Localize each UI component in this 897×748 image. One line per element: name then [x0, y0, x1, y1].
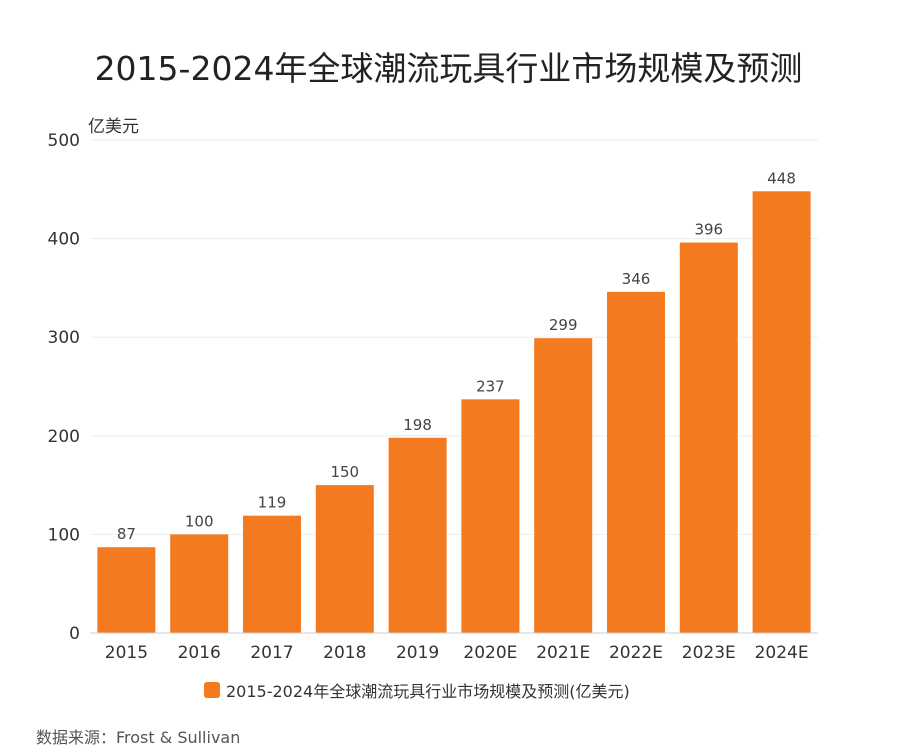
data-label: 150 [330, 463, 359, 481]
bar [315, 485, 374, 633]
bar [461, 399, 520, 633]
chart-title: 2015-2024年全球潮流玩具行业市场规模及预测 [94, 49, 803, 88]
y-axis-ticks: 0 100 200 300 400 500 [48, 131, 80, 644]
y-tick-label: 100 [48, 525, 80, 545]
bar [679, 242, 738, 633]
data-label: 448 [767, 169, 796, 187]
legend: 2015-2024年全球潮流玩具行业市场规模及预测(亿美元) [204, 678, 630, 702]
data-label: 100 [185, 512, 214, 530]
bar [170, 534, 229, 633]
y-tick-label: 0 [69, 624, 80, 644]
x-tick-label: 2019 [396, 643, 439, 663]
x-tick-label: 2024E [755, 643, 809, 663]
x-tick-label: 2023E [682, 643, 736, 663]
data-label: 237 [476, 377, 505, 395]
x-tick-label: 2020E [463, 643, 517, 663]
x-tick-label: 2021E [536, 643, 590, 663]
y-axis-unit-label: 亿美元 [88, 117, 139, 137]
x-tick-label: 2016 [178, 643, 221, 663]
data-label: 87 [117, 525, 136, 543]
y-tick-label: 400 [48, 230, 80, 250]
data-label: 396 [694, 221, 723, 239]
legend-swatch [204, 682, 220, 698]
x-tick-label: 2017 [250, 643, 293, 663]
source-note: 数据来源：Frost & Sullivan [36, 728, 241, 747]
data-label: 119 [258, 494, 287, 512]
data-label: 299 [549, 316, 578, 334]
bars [97, 191, 811, 633]
x-tick-label: 2022E [609, 643, 663, 663]
x-axis-ticks: 2015 2016 2017 2018 2019 2020E 2021E 2022E 2023E… [105, 643, 809, 663]
legend-label: 2015-2024年全球潮流玩具行业市场规模及预测(亿美元) [226, 682, 630, 701]
bar [243, 515, 301, 633]
y-tick-label: 200 [48, 427, 80, 447]
bar [388, 437, 447, 633]
y-tick-label: 300 [48, 328, 80, 348]
y-tick-label: 500 [48, 131, 80, 151]
data-label: 198 [403, 416, 432, 434]
bar [607, 291, 665, 633]
x-tick-label: 2015 [105, 643, 148, 663]
data-labels: 87 100 119 150 198 237 299 346 396 448 [117, 169, 796, 543]
bar-chart: 0 100 200 300 400 500 87 100 119 150 198 237 299 346… [48, 117, 818, 663]
bar [97, 547, 156, 633]
x-tick-label: 2018 [323, 643, 366, 663]
bar [534, 338, 593, 633]
bar [752, 191, 811, 633]
data-label: 346 [622, 270, 651, 288]
